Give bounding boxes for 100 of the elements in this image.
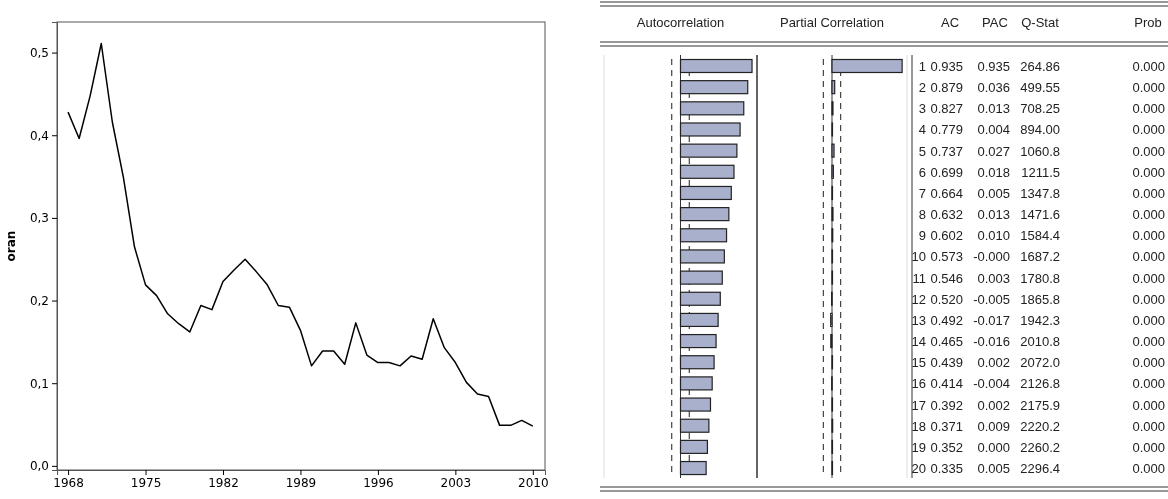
y-tick-label: 0,1 (29, 376, 49, 391)
line-series (67, 42, 534, 427)
text: 708.25 (1020, 101, 1060, 117)
text: 499.55 (1020, 80, 1060, 96)
text: 0.000 (1132, 59, 1165, 74)
chart-title: Autocorrelation (636, 15, 725, 30)
text: 0.000 (1132, 164, 1165, 180)
data-label: 0.879 (930, 80, 963, 96)
text: 0.000 (1132, 439, 1165, 455)
bar (679, 164, 735, 179)
data-label: 0.005 (977, 461, 1010, 477)
data-label: -0.004 (973, 376, 1010, 392)
y-tick-label: 17 (911, 397, 926, 413)
bar (679, 270, 723, 285)
y-tick-label: 18 (911, 418, 926, 434)
bar (679, 228, 728, 243)
data-label: 0.018 (977, 164, 1010, 180)
data-label: 0.935 (930, 59, 963, 74)
y-tick-label: 4 (918, 122, 926, 138)
y-tick-label: 6 (918, 164, 926, 180)
data-label: 0.002 (977, 397, 1010, 413)
text: 0.000 (1132, 80, 1165, 96)
data-label: 0.465 (930, 334, 963, 350)
text: 2260.2 (1020, 439, 1060, 455)
text: 894.00 (1020, 122, 1060, 138)
y-tick-label: 0,3 (29, 211, 49, 226)
data-label: 0.371 (930, 418, 963, 434)
text: 0.000 (1132, 418, 1165, 434)
y-tick-label: 16 (911, 376, 926, 392)
y-tick-label: 14 (911, 334, 926, 350)
text: 1865.8 (1020, 291, 1060, 307)
text: 2126.8 (1020, 376, 1060, 392)
text: 0.000 (1132, 270, 1165, 286)
x-tick-label: 1989 (285, 475, 317, 490)
text: 1471.6 (1020, 207, 1060, 223)
text: 1687.2 (1020, 249, 1060, 265)
data-label: -0.005 (973, 291, 1010, 307)
text: 0.000 (1132, 334, 1165, 350)
data-label: 0.013 (977, 101, 1010, 117)
x-tick-label: 2010 (518, 475, 549, 490)
data-label: 0.414 (930, 376, 963, 392)
text: 1584.4 (1020, 228, 1060, 244)
y-tick-label: 8 (918, 207, 926, 223)
data-label: 0.664 (930, 185, 963, 201)
x-axis-title: AC (940, 15, 960, 30)
y-tick-label: 9 (918, 228, 926, 244)
text: 2072.0 (1020, 355, 1060, 371)
x-tick-label: 1975 (130, 475, 162, 490)
data-label: 0.699 (930, 164, 963, 180)
y-axis-title: oran (4, 230, 18, 262)
data-label: 0.779 (930, 122, 963, 138)
data-label: 0.546 (930, 270, 963, 286)
bar (679, 333, 717, 349)
data-label: 0.352 (930, 439, 963, 455)
text: 1060.8 (1020, 143, 1060, 159)
x-tick-label: 2003 (440, 475, 472, 490)
data-label: 0.935 (977, 59, 1010, 74)
bar (679, 58, 753, 74)
text: 1780.8 (1020, 270, 1060, 286)
text: 0.000 (1132, 143, 1165, 159)
bar (679, 80, 749, 95)
text: Q-Stat (1021, 15, 1060, 30)
data-label: -0.017 (973, 312, 1010, 328)
data-label: 0.000 (977, 439, 1010, 455)
chart-title: Partial Correlation (779, 15, 885, 30)
text: 0.000 (1132, 207, 1165, 223)
text: 2010.8 (1020, 334, 1060, 350)
y-tick-label: 0,0 (29, 459, 49, 474)
x-tick-label: 1982 (208, 475, 239, 490)
data-label: 0.002 (977, 355, 1010, 371)
text: 2220.2 (1020, 418, 1060, 434)
data-label: 0.036 (977, 80, 1010, 96)
text: 0.000 (1132, 249, 1165, 265)
y-tick-label: 15 (911, 355, 926, 371)
bar (679, 249, 725, 264)
text: Prob (1134, 15, 1162, 30)
bar (679, 418, 710, 433)
data-label: 0.602 (930, 228, 963, 244)
text: 0.000 (1132, 185, 1165, 201)
bar (679, 312, 719, 328)
bar (831, 80, 836, 95)
y-tick-label: 1 (918, 59, 926, 74)
data-label: 0.573 (930, 249, 963, 265)
bar (679, 291, 721, 306)
bar (679, 101, 745, 116)
y-tick-label: 0,2 (29, 293, 49, 308)
data-label: 0.827 (930, 101, 963, 117)
text: 264.86 (1020, 59, 1060, 74)
data-label: 0.013 (977, 207, 1010, 223)
bar (679, 376, 713, 391)
text: 1347.8 (1020, 185, 1060, 201)
text: 2175.9 (1020, 397, 1060, 413)
bar (679, 397, 712, 412)
data-label: 0.010 (977, 228, 1010, 244)
bar (679, 207, 730, 222)
text: 0.000 (1132, 376, 1165, 392)
y-tick-label: 10 (911, 249, 926, 265)
data-label: 0.737 (930, 143, 963, 159)
x-tick-label: 1968 (53, 475, 84, 490)
x-tick-label: 1996 (363, 475, 394, 490)
